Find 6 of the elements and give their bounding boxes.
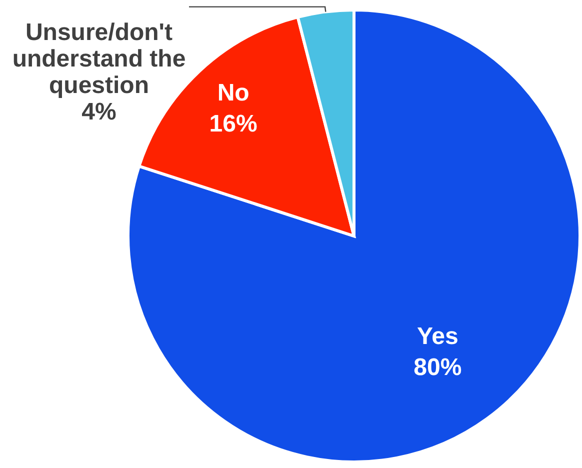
slice-label: Yes (416, 323, 458, 350)
slice-label: Unsure/don't understand the question (12, 19, 186, 99)
data-label: 16% (209, 110, 258, 138)
data-label: 80% (414, 354, 462, 382)
data-label: 4% (82, 98, 116, 126)
slice-label: No (217, 79, 250, 106)
